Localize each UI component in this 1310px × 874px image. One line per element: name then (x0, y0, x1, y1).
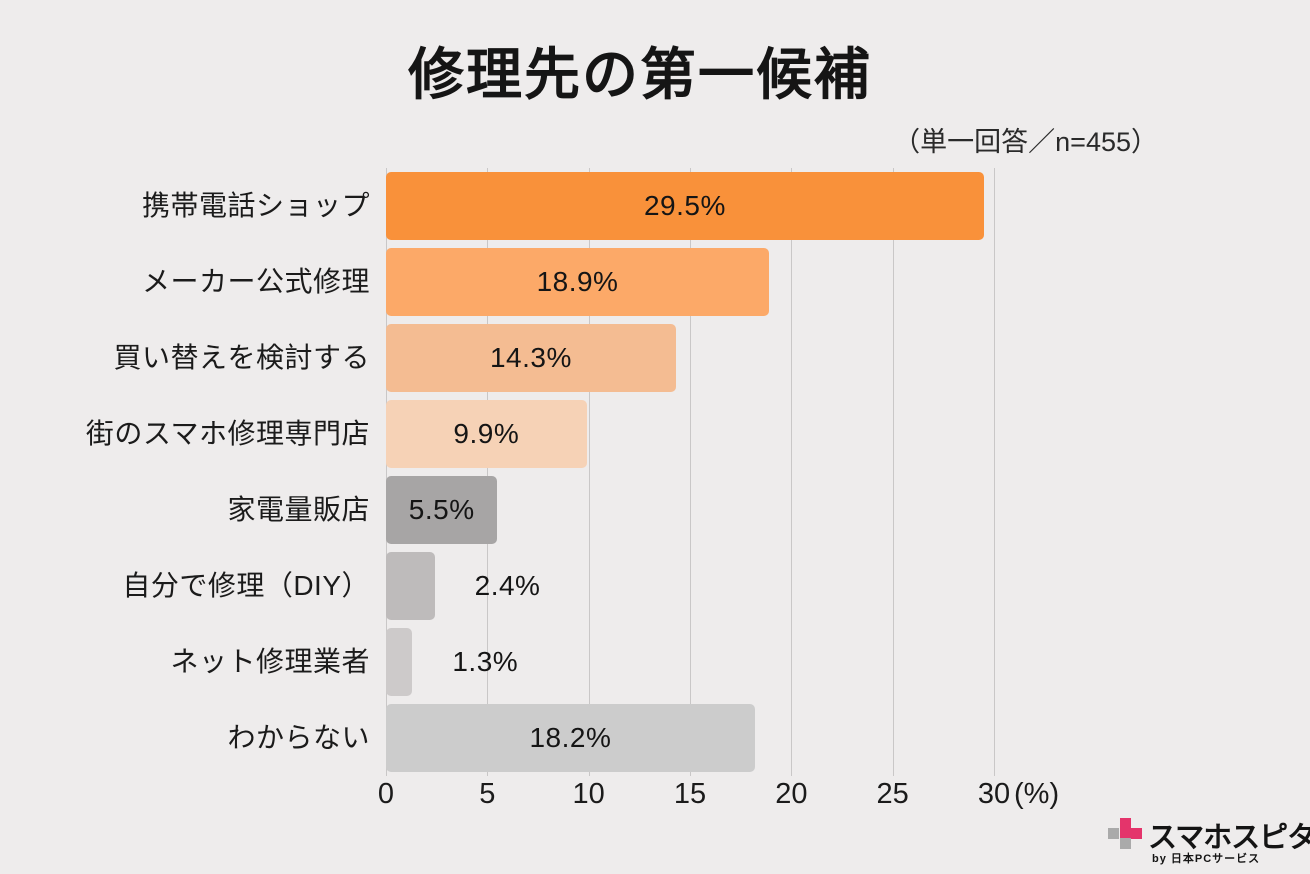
category-label: わからない (227, 722, 370, 753)
category-axis-labels: 携帯電話ショップ メーカー公式修理買い替えを検討する街のスマホ修理専門店家電量販店… (0, 168, 370, 776)
bar-row: 1.3% (386, 624, 1310, 700)
brand-logo: スマホスピタル by 日本PCサービス (1108, 816, 1310, 866)
bar-row: 18.9% (386, 244, 1310, 320)
bar-value-label: 1.3% (452, 646, 519, 677)
plot-area: 29.5% 18.9% 14.3% 9.9% 5.5% 2.4% 1.3% 18.2% (386, 168, 995, 776)
bar[interactable]: 14.3% (386, 324, 676, 392)
bar-row: 5.5% (386, 472, 1310, 548)
bar[interactable]: 5.5% (386, 476, 498, 544)
category-label: 家電量販店 (227, 494, 370, 525)
x-tick-label: 0 (377, 778, 395, 810)
category-label: 携帯電話ショップ (141, 190, 370, 221)
bar[interactable]: 18.9% (386, 248, 770, 316)
bar-row: 9.9% (386, 396, 1310, 472)
x-tick-label: 5 (479, 778, 496, 810)
bar-value-label: 9.9% (453, 418, 520, 449)
bar-row: 29.5% (386, 168, 1310, 244)
bar-value-label: 18.9% (536, 266, 619, 297)
bar[interactable]: 9.9% (386, 400, 587, 468)
bar-value-label: 2.4% (474, 570, 541, 601)
bar-value-label: 29.5% (643, 190, 726, 221)
bar-row: 2.4% (386, 548, 1310, 624)
category-label: メーカー公式修理 (141, 266, 370, 297)
logo-wordmark: スマホスピタル (1148, 822, 1310, 854)
bar-value-label: 5.5% (408, 494, 475, 525)
bar-value-label: 14.3% (489, 342, 572, 373)
bar-value-label: 18.2% (529, 722, 612, 753)
category-label: ネット修理業者 (170, 646, 370, 677)
x-tick-label: 30 (977, 778, 1011, 810)
chart-subtitle: （単一回答／n=455） (893, 127, 1158, 157)
x-tick-label: 20 (775, 778, 808, 810)
x-tick-label: 25 (876, 778, 909, 810)
chart-title: 修理先の第一候補 (408, 43, 872, 106)
bar[interactable]: 29.5% (386, 172, 984, 240)
bar-row: 14.3% (386, 320, 1310, 396)
x-axis-ticks: 0 5 10 15 20 25 30 (378, 778, 1010, 818)
x-tick-label: 10 (572, 778, 605, 810)
category-label: 買い替えを検討する (113, 342, 370, 373)
logo-pinwheel-icon (1108, 818, 1142, 849)
bar-row: 18.2% (386, 700, 1310, 776)
bar-rows: 29.5% 18.9% 14.3% 9.9% 5.5% 2.4% 1.3% 18.2% (386, 168, 994, 776)
logo-byline: by 日本PCサービス (1152, 853, 1261, 865)
bar[interactable]: 2.4% (386, 552, 540, 620)
x-tick-label: 15 (673, 778, 707, 810)
bar[interactable]: 1.3% (386, 628, 518, 696)
category-label: 自分で修理（DIY） (122, 570, 370, 601)
bar[interactable]: 18.2% (386, 704, 755, 772)
category-label: 街のスマホ修理専門店 (85, 418, 370, 449)
x-axis-unit-label: (%) (1014, 778, 1060, 810)
